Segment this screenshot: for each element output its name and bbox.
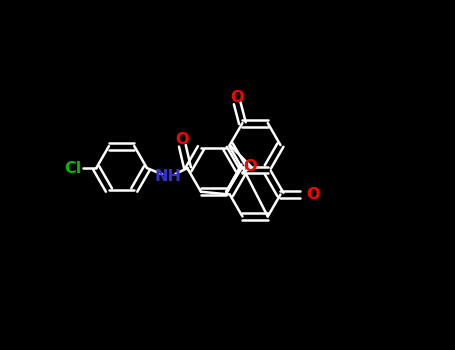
- Text: O: O: [176, 132, 189, 147]
- Text: NH: NH: [155, 169, 182, 184]
- Text: O: O: [306, 187, 319, 202]
- Text: O: O: [243, 159, 257, 174]
- Text: O: O: [230, 90, 243, 105]
- Text: Cl: Cl: [65, 161, 81, 176]
